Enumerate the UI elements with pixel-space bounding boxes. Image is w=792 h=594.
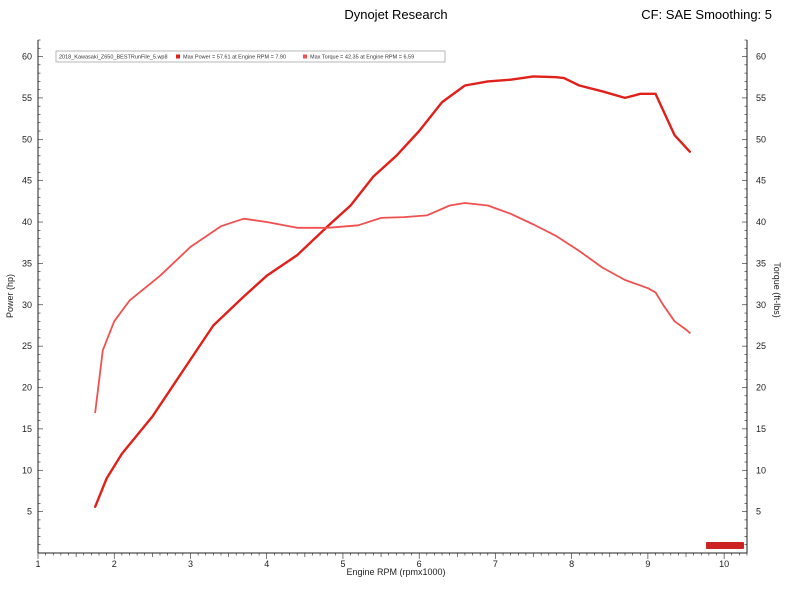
x-tick-label: 9 (645, 559, 650, 569)
legend-power-label: Max Power = 57.61 at Engine RPM = 7.90 (183, 55, 286, 61)
x-tick-label: 2 (112, 559, 117, 569)
correction-factor-label: CF: SAE Smoothing: 5 (641, 7, 772, 22)
y-left-tick-label: 15 (22, 424, 32, 434)
y-right-tick-label: 10 (756, 465, 766, 475)
y-left-tick-label: 25 (22, 341, 32, 351)
x-tick-label: 4 (264, 559, 269, 569)
y-left-tick-label: 45 (22, 176, 32, 186)
y-left-tick-label: 40 (22, 217, 32, 227)
y-left-tick-label: 5 (27, 507, 32, 517)
x-tick-label: 8 (569, 559, 574, 569)
y-right-tick-label: 15 (756, 424, 766, 434)
y-right-tick-label: 40 (756, 217, 766, 227)
y-left-tick-label: 35 (22, 258, 32, 268)
y-right-tick-label: 45 (756, 176, 766, 186)
dynojet-logo (706, 542, 744, 549)
legend-box (55, 50, 446, 63)
y-axis-left-label: Power (hp) (5, 274, 15, 318)
series-line-power (93, 75, 691, 508)
y-left-tick-label: 50 (22, 134, 32, 144)
chart-title: Dynojet Research (344, 7, 448, 22)
legend-torque-label: Max Torque = 42.35 at Engine RPM = 6.59 (310, 55, 414, 61)
x-axis-label: Engine RPM (rpmx1000) (346, 567, 445, 577)
x-tick-label: 7 (493, 559, 498, 569)
legend-file-label: 2018_Kawasaki_Z650_BESTRunFile_5.wp8 (59, 55, 168, 61)
y-right-tick-label: 35 (756, 258, 766, 268)
series-line-torque (94, 202, 691, 414)
y-right-tick-label: 60 (756, 52, 766, 62)
y-left-tick-label: 60 (22, 52, 32, 62)
legend-power-swatch (176, 54, 180, 59)
y-left-tick-label: 10 (22, 465, 32, 475)
y-right-tick-label: 50 (756, 134, 766, 144)
y-right-tick-label: 5 (756, 507, 761, 517)
y-right-tick-label: 30 (756, 300, 766, 310)
x-tick-label: 6 (417, 559, 422, 569)
chart-axes (37, 40, 748, 554)
y-left-tick-label: 55 (22, 93, 32, 103)
x-tick-label: 5 (340, 559, 345, 569)
y-left-tick-label: 20 (22, 383, 32, 393)
chart-series (93, 75, 691, 508)
y-right-tick-label: 25 (756, 341, 766, 351)
x-tick-label: 3 (188, 559, 193, 569)
x-tick-label: 10 (719, 559, 729, 569)
chart-legend: 2018_Kawasaki_Z650_BESTRunFile_5.wp8 Max… (55, 50, 446, 63)
y-axis-right-label: Torque (ft-lbs) (772, 262, 782, 318)
y-right-tick-label: 20 (756, 383, 766, 393)
y-right-tick-label: 55 (756, 93, 766, 103)
y-left-tick-label: 30 (22, 300, 32, 310)
x-tick-label: 1 (35, 559, 40, 569)
legend-torque-swatch (303, 54, 307, 59)
